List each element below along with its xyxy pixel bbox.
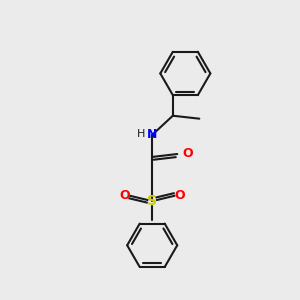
Text: S: S [147,194,157,208]
Text: O: O [182,147,193,160]
Text: O: O [119,189,130,202]
Text: N: N [147,128,158,141]
Text: O: O [174,189,185,202]
Text: H: H [136,129,145,139]
